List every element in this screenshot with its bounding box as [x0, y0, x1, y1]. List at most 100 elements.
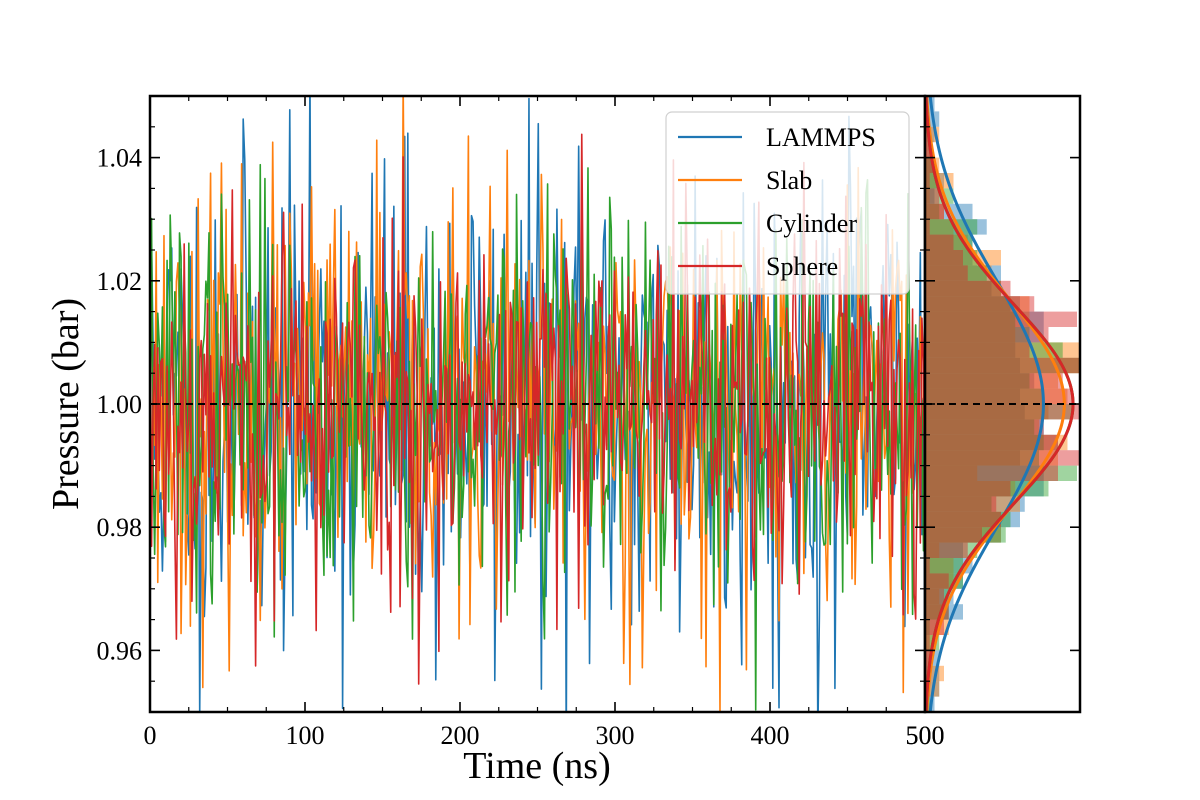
hist-bar-slab — [925, 465, 978, 481]
hist-bar-sphere — [925, 342, 1030, 358]
hist-bar-sphere — [925, 450, 1080, 466]
histogram-frame — [923, 94, 1082, 714]
hist-bar-lammps — [925, 250, 973, 266]
legend-box — [665, 111, 910, 295]
hist-bar-sphere — [925, 573, 949, 589]
hist-bar-sphere — [925, 511, 1001, 528]
x-tick-label-300: 300 — [596, 721, 635, 750]
y-tick-label-1.02: 1.02 — [97, 267, 143, 296]
hist-bar-sphere — [925, 327, 1049, 343]
series-line-lammps — [150, 96, 925, 712]
x-tick-label-0: 0 — [144, 721, 157, 750]
hist-bar-sphere — [925, 542, 968, 558]
hist-bar-lammps — [925, 496, 1025, 512]
hist-bar-cylinder — [925, 434, 1044, 451]
hist-bar-cylinder — [925, 311, 1016, 327]
legend-label-slab: Slab — [766, 166, 812, 195]
hist-bar-cylinder — [925, 511, 1011, 528]
y-tick-label-0.96: 0.96 — [97, 636, 143, 665]
hist-bar-cylinder — [925, 588, 949, 605]
hist-bar-sphere — [925, 203, 944, 220]
hist-bar-lammps — [925, 142, 930, 158]
hist-bar-cylinder — [925, 342, 1063, 358]
hist-bar-sphere — [925, 157, 935, 173]
hist-bar-slab — [925, 434, 1068, 451]
hist-bar-slab — [925, 573, 954, 589]
hist-bar-cylinder — [925, 496, 992, 512]
hist-bar-slab — [925, 481, 1016, 497]
hist-bar-cylinder — [925, 357, 1080, 374]
hist-bar-lammps — [925, 434, 1058, 451]
hist-bar-slab — [925, 296, 1030, 312]
marginal-histogram — [923, 94, 1082, 714]
hist-bar-sphere — [925, 250, 963, 266]
hist-bar-sphere — [925, 635, 930, 651]
hist-bar-sphere — [925, 219, 930, 235]
hist-bar-slab — [925, 280, 1001, 297]
hist-bar-slab — [925, 234, 968, 250]
gaussian-fit-slab — [925, 96, 1066, 712]
hist-bar-sphere — [925, 419, 1044, 435]
hist-bar-lammps — [925, 342, 1016, 358]
hist-bar-lammps — [925, 296, 1020, 312]
hist-bar-lammps — [925, 419, 1044, 435]
hist-bar-lammps — [925, 404, 1025, 420]
hist-bar-lammps — [925, 373, 1035, 389]
hist-bar-sphere — [925, 650, 930, 666]
hist-bar-lammps — [925, 157, 935, 173]
hist-bar-cylinder — [925, 203, 940, 220]
hist-bar-cylinder — [925, 250, 978, 266]
hist-bar-slab — [925, 404, 1049, 420]
legend-label-sphere: Sphere — [766, 252, 838, 281]
hist-bar-slab — [925, 219, 954, 235]
hist-bar-cylinder — [925, 542, 978, 558]
hist-bar-slab — [925, 203, 944, 220]
hist-bar-slab — [925, 558, 954, 574]
hist-bar-lammps — [925, 542, 963, 558]
hist-bar-slab — [925, 373, 1058, 389]
hist-bar-slab — [925, 650, 930, 666]
gaussian-fit-lammps — [928, 96, 1045, 712]
hist-bar-sphere — [925, 142, 930, 158]
y-tick-label-1: 1.00 — [97, 390, 143, 419]
hist-bar-slab — [925, 265, 992, 281]
hist-bar-sphere — [925, 404, 1080, 420]
hist-bar-slab — [925, 588, 940, 605]
hist-bar-sphere — [925, 588, 944, 605]
hist-bar-sphere — [925, 496, 997, 512]
legend-label-cylinder: Cylinder — [766, 209, 857, 238]
x-tick-label-400: 400 — [751, 721, 790, 750]
hist-bar-lammps — [925, 188, 935, 204]
hist-bar-slab — [925, 496, 1020, 512]
hist-x-tick-label: 500 — [906, 721, 945, 750]
series-line-sphere — [150, 133, 925, 685]
hist-bar-sphere — [925, 311, 1077, 327]
hist-bar-lammps — [925, 280, 992, 297]
hist-bar-sphere — [925, 357, 1080, 374]
hist-bar-slab — [925, 327, 1016, 343]
hist-bar-sphere — [925, 558, 930, 574]
x-tick-label-500: 500 — [906, 721, 945, 750]
hist-bar-lammps — [925, 311, 1044, 327]
hist-bar-slab — [925, 635, 935, 651]
hist-bar-cylinder — [925, 388, 1044, 404]
hist-bar-lammps — [925, 388, 1020, 404]
x-tick-label-200: 200 — [441, 721, 480, 750]
x-axis-label: Time (ns) — [463, 745, 610, 787]
hist-bar-sphere — [925, 373, 1063, 389]
hist-bar-slab — [925, 311, 1030, 327]
hist-bar-cylinder — [925, 327, 1030, 343]
hist-bar-sphere — [925, 481, 1011, 497]
hist-bar-slab — [925, 450, 1058, 466]
hist-bar-cylinder — [925, 450, 1039, 466]
legend: LAMMPS Slab Cylinder Sphere — [665, 111, 910, 295]
hist-bar-cylinder — [925, 558, 963, 574]
hist-bar-cylinder — [925, 419, 1035, 435]
hist-bar-sphere — [925, 388, 1073, 404]
hist-bar-lammps — [925, 357, 1020, 374]
hist-bar-cylinder — [925, 296, 1011, 312]
legend-label-lammps: LAMMPS — [766, 123, 876, 152]
y-tick-label-0.98: 0.98 — [97, 513, 143, 542]
hist-bar-sphere — [925, 527, 982, 543]
